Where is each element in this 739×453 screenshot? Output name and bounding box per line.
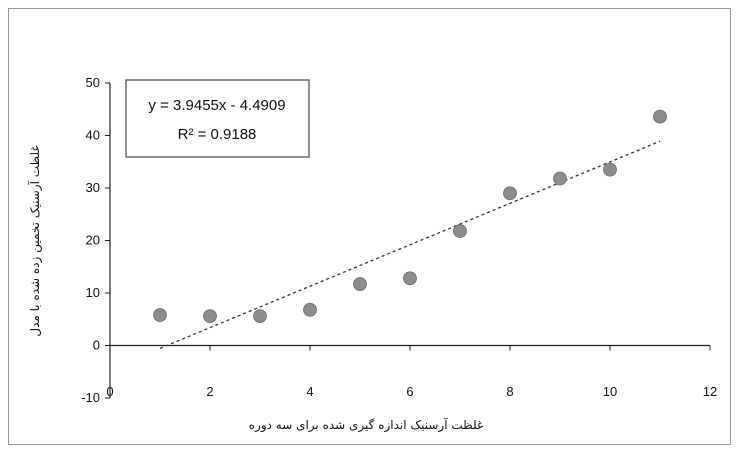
scatter-chart: -10 0 10 20 30 40 50 0 2 4 6 8 10 12 y = 3.9455x - 4.… (27, 75, 717, 433)
data-point (153, 308, 167, 322)
data-point (553, 171, 567, 186)
data-points (153, 109, 667, 324)
data-point (603, 162, 617, 177)
y-tick-label: -10 (81, 390, 100, 405)
data-point (503, 186, 517, 201)
y-tick-label: 30 (86, 180, 100, 195)
chart-frame: -10 0 10 20 30 40 50 0 2 4 6 8 10 12 y = 3.9455x - 4.… (8, 8, 731, 445)
equation-box: y = 3.9455x - 4.4909 R² = 0.9188 (125, 79, 310, 158)
data-point (653, 109, 667, 124)
data-point (303, 302, 317, 317)
y-tick-label: 10 (86, 285, 100, 300)
axes: -10 0 10 20 30 40 50 0 2 4 6 8 10 12 (81, 75, 717, 405)
x-axis-title: غلظت آرسنیک اندازه گیری شده برای سه دوره (249, 417, 484, 433)
x-tick-label: 12 (703, 384, 717, 399)
data-point (453, 224, 467, 238)
x-tick-label: 0 (106, 384, 113, 399)
data-point (203, 309, 217, 324)
x-tick-label: 2 (206, 384, 213, 399)
equation-box-border (125, 79, 310, 158)
y-tick-label: 0 (93, 338, 100, 353)
data-point (353, 277, 367, 291)
y-tick-label: 50 (86, 75, 100, 90)
trendline (159, 140, 661, 349)
y-tick-label: 40 (86, 128, 100, 143)
trendline-r2: R² = 0.9188 (178, 126, 257, 143)
x-tick-label: 10 (603, 384, 617, 399)
y-axis-title: غلظت آرسنیک تخمین زده شده با مدل (27, 145, 43, 336)
trendline-equation: y = 3.9455x - 4.4909 (148, 97, 285, 114)
x-tick-label: 8 (506, 384, 513, 399)
trendline-group (159, 140, 661, 349)
y-tick-label: 20 (86, 233, 100, 248)
data-point (403, 271, 417, 286)
x-tick-label: 4 (306, 384, 313, 399)
data-point (253, 309, 267, 324)
x-tick-label: 6 (406, 384, 413, 399)
